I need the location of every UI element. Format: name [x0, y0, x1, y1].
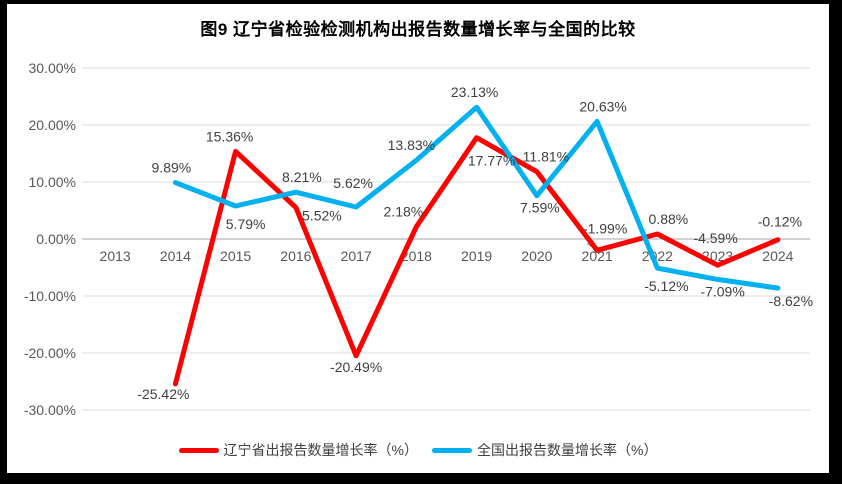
svg-text:-5.12%: -5.12% [644, 278, 688, 294]
chart-legend: 辽宁省出报告数量增长率（%） 全国出报告数量增长率（%） [7, 438, 829, 462]
svg-text:-30.00%: -30.00% [24, 402, 76, 418]
svg-text:-20.00%: -20.00% [24, 345, 76, 361]
svg-text:2024: 2024 [762, 248, 793, 264]
svg-text:2013: 2013 [100, 248, 131, 264]
legend-line-swatch-blue [432, 447, 472, 453]
svg-text:5.79%: 5.79% [226, 216, 266, 232]
svg-text:-4.59%: -4.59% [693, 230, 737, 246]
svg-text:17.77%: 17.77% [468, 153, 515, 169]
svg-text:20.63%: 20.63% [579, 98, 626, 114]
svg-text:30.00%: 30.00% [29, 60, 76, 76]
svg-text:23.13%: 23.13% [451, 84, 498, 100]
svg-text:-1.99%: -1.99% [583, 220, 627, 236]
svg-text:8.21%: 8.21% [282, 169, 322, 185]
svg-text:2016: 2016 [280, 248, 311, 264]
svg-text:-20.49%: -20.49% [330, 359, 382, 375]
svg-text:-0.12%: -0.12% [758, 214, 802, 230]
svg-text:2017: 2017 [341, 248, 372, 264]
svg-text:11.81%: 11.81% [523, 149, 569, 165]
legend-line-swatch-red [178, 447, 219, 453]
svg-text:2022: 2022 [642, 248, 673, 264]
svg-text:20.00%: 20.00% [29, 117, 76, 133]
svg-text:-25.42%: -25.42% [137, 386, 189, 402]
svg-text:2014: 2014 [160, 248, 191, 264]
legend-item-liaoning: 辽宁省出报告数量增长率（%） [178, 440, 418, 460]
svg-text:2015: 2015 [220, 248, 251, 264]
svg-text:-7.09%: -7.09% [700, 283, 744, 299]
svg-text:0.88%: 0.88% [649, 211, 689, 227]
svg-text:13.83%: 13.83% [388, 137, 435, 153]
svg-text:15.36%: 15.36% [206, 128, 253, 144]
svg-text:-8.62%: -8.62% [769, 293, 813, 309]
svg-text:5.52%: 5.52% [302, 208, 342, 224]
svg-text:9.89%: 9.89% [152, 160, 192, 176]
legend-label: 辽宁省出报告数量增长率（%） [223, 442, 418, 458]
chart-title: 图9 辽宁省检验检测机构出报告数量增长率与全国的比较 [200, 20, 636, 39]
legend-item-national: 全国出报告数量增长率（%） [432, 440, 657, 460]
svg-text:0.00%: 0.00% [36, 231, 76, 247]
svg-text:2019: 2019 [461, 248, 492, 264]
svg-text:2020: 2020 [521, 248, 552, 264]
svg-text:-10.00%: -10.00% [24, 288, 76, 304]
svg-text:2018: 2018 [401, 248, 432, 264]
svg-text:2.18%: 2.18% [384, 204, 424, 220]
svg-text:2021: 2021 [582, 248, 613, 264]
line-chart-plot: 30.00% 20.00% 10.00% 0.00% -10.00% -20.00% -30… [24, 60, 813, 418]
legend-label: 全国出报告数量增长率（%） [477, 442, 658, 458]
svg-text:10.00%: 10.00% [29, 174, 76, 190]
svg-text:5.62%: 5.62% [333, 175, 373, 191]
svg-text:7.59%: 7.59% [520, 200, 560, 216]
